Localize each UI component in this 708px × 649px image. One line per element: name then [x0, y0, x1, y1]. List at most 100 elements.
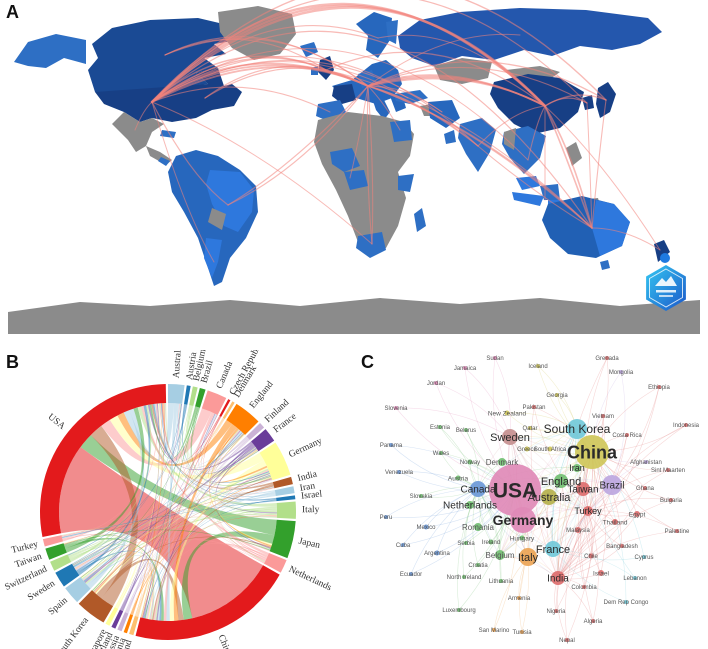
map-country-greenland: [218, 6, 296, 60]
network-node-slovakia: [419, 494, 423, 498]
map-link-india-australia: [477, 145, 593, 229]
network-node-usa: [489, 464, 541, 516]
network-label-north-ireland: North Ireland: [447, 575, 482, 581]
network-node-egypt: [634, 511, 640, 517]
network-label-nepal: Nepal: [559, 638, 575, 644]
network-label-sudan: Sudan: [486, 356, 503, 362]
map-country-alaska: [14, 34, 86, 68]
network-edge-cuba-canada: [402, 488, 479, 546]
network-node-armenia: [517, 596, 521, 600]
network-label-ghana: Ghana: [636, 486, 655, 492]
map-link-usa-japan: [151, 0, 607, 103]
map-country-caribbean: [160, 130, 176, 138]
map-link-china-australia: [544, 105, 593, 229]
network-label-ethiopia: Ethiopia: [648, 385, 670, 391]
map-country-uae-oman: [444, 130, 456, 144]
network-edge-colombia-turkey: [583, 510, 592, 588]
chord-sector-belgium: [189, 386, 198, 406]
network-node-south-korea: [567, 419, 587, 439]
network-edge-luxembourg-canada: [457, 488, 479, 611]
map-link-china-nz: [544, 105, 661, 251]
network-node-australia: [541, 489, 557, 505]
network-edge-sweden-india: [509, 436, 559, 579]
network-node-croatia: [476, 563, 480, 567]
map-country-egypt: [390, 120, 412, 142]
network-node-ethiopia: [657, 385, 661, 389]
network-label-malaysia: Malaysia: [566, 528, 590, 534]
map-link-europe-egypt: [367, 85, 401, 131]
panel-c-label: C: [361, 352, 374, 372]
map-country-australia-east: [592, 200, 630, 256]
network-label-canada: Canada: [460, 485, 495, 496]
chord-ribbon-canada-australia: [176, 403, 217, 461]
map-link-usa-safrica: [151, 101, 373, 245]
network-edge-south-korea-italy: [527, 428, 578, 558]
network-label-australia: Australia: [528, 492, 572, 504]
network-edge-south-korea-france: [552, 428, 578, 550]
map-link-usa-brazil: [151, 101, 229, 206]
network-label-vietnam: Vietnam: [592, 414, 614, 420]
network-node-sudan: [493, 356, 497, 360]
chord-ribbon-usa-japan: [80, 435, 277, 536]
network-edge-israel-turkey: [587, 510, 602, 574]
network-label-germany: Germany: [493, 512, 554, 528]
network-label-croatia: Croatia: [468, 563, 488, 569]
map-link-usae-europe: [204, 67, 369, 99]
chord-sector-taiwan: [45, 543, 67, 560]
chord-sector-label-italy: Italy: [302, 505, 320, 515]
map-country-turkey: [394, 90, 428, 104]
network-node-venezuela: [397, 470, 401, 474]
network-edge-panama-canada: [390, 444, 479, 490]
network-edge-bulgaria-india: [557, 499, 672, 579]
network-node-nigeria: [554, 609, 558, 613]
chord-sector-label-england: England: [248, 380, 276, 411]
chord-sector-france: [251, 429, 275, 452]
chord-sector-label-sweden: Sweden: [26, 579, 57, 604]
network-edge-indonesia-turkey: [587, 424, 687, 512]
map-country-china: [490, 74, 584, 134]
network-label-bulgaria: Bulgaria: [660, 498, 683, 504]
network-label-cyprus: Cyprus: [634, 555, 653, 561]
network-edge-france-south-korea: [552, 428, 578, 550]
network-node-serbia: [464, 541, 468, 545]
map-country-sumatra-java: [512, 192, 544, 206]
map-link-uk-australia: [325, 69, 593, 229]
network-edge-sint-maarten-india: [557, 469, 669, 579]
chord-ribbon-usa-south-korea: [90, 425, 138, 607]
chord-sector-scotland: [111, 609, 124, 629]
map-country-myanmar: [504, 128, 516, 150]
chord-ribbon-usa-australia: [123, 403, 175, 461]
map-country-new-zealand: [654, 240, 670, 262]
network-node-ireland: [488, 539, 494, 545]
chord-ribbon-usa-england: [117, 412, 233, 466]
network-nodes: [384, 356, 688, 642]
network-node-romania: [474, 523, 482, 531]
network-node-austria: [455, 475, 461, 481]
network-label-israel: Israel: [593, 570, 609, 577]
network-edge-palestine-india: [557, 530, 678, 579]
map-country-nigeria-ghana: [344, 170, 368, 190]
network-node-ghana: [643, 486, 647, 490]
map-country-madagascar: [414, 208, 426, 232]
network-node-thailand: [612, 519, 618, 525]
chord-sector-label-japan: Japan: [298, 537, 322, 552]
chord-sector-canada: [201, 390, 227, 415]
network-node-peru: [384, 515, 388, 519]
chord-sector-label-austria: Austria: [185, 351, 200, 381]
network-edge-jordan-sweden: [435, 382, 511, 438]
network-label-jordan: Jordan: [427, 381, 445, 387]
chord-ribbon-canada-scotland: [120, 414, 218, 611]
map-country-panama-costa-rica: [158, 157, 170, 166]
chord-sector-england: [226, 403, 259, 435]
chord-sector-china: [135, 565, 280, 640]
network-label-thailand: Thailand: [603, 519, 628, 526]
chord-sector-usa: [40, 384, 167, 537]
network-edge-north-ireland-canada: [462, 488, 479, 578]
map-country-ethiopia: [398, 174, 414, 192]
network-node-sweden: [502, 429, 518, 445]
chord-sector-italy: [276, 501, 296, 519]
network-label-serbia: Serbia: [457, 541, 475, 547]
network-edge-taiwan-belgium: [499, 488, 584, 556]
